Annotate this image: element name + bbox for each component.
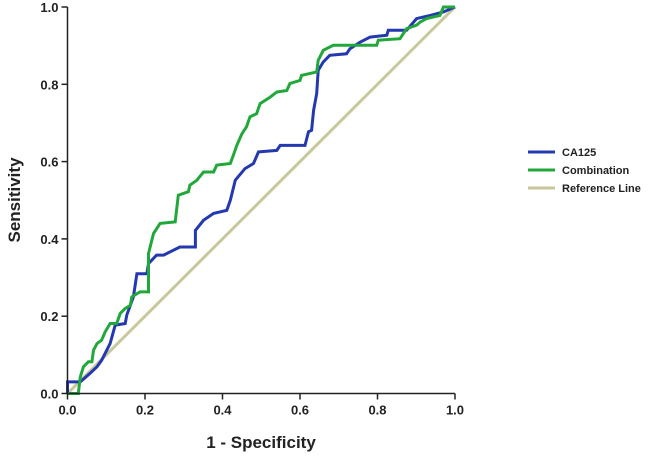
- series-line-combination: [67, 5, 455, 395]
- x-tick-label: 1.0: [446, 403, 464, 418]
- legend-label: Combination: [562, 165, 629, 177]
- x-tick-label: 0.6: [291, 403, 309, 418]
- legend: CA125 Combination Reference Line: [528, 147, 641, 195]
- y-tick-label: 0.6: [40, 155, 58, 170]
- series-layer: [66, 5, 457, 395]
- legend-label: Reference Line: [562, 183, 641, 195]
- x-axis-label: 1 - Specificity: [206, 433, 316, 452]
- series-line-reference-line: [66, 5, 457, 395]
- y-tick-label: 0.2: [40, 309, 58, 324]
- ticks-layer: 0.0 0.2 0.4 0.6 0.8 1.0 0.0 0.2 0.4 0.6 0.8 1.0: [40, 0, 464, 418]
- x-tick-label: 0.2: [136, 403, 154, 418]
- x-tick-label: 0.0: [58, 403, 76, 418]
- x-tick-label: 0.8: [368, 403, 386, 418]
- legend-label: CA125: [562, 147, 596, 159]
- y-tick-label: 0.8: [40, 77, 58, 92]
- y-tick-label: 0.0: [40, 387, 58, 402]
- y-tick-label: 0.4: [40, 232, 59, 247]
- x-tick-label: 0.4: [213, 403, 232, 418]
- y-tick-label: 1.0: [40, 0, 58, 15]
- series-line-ca125: [66, 5, 456, 394]
- y-axis-label: Sensitivity: [5, 157, 24, 243]
